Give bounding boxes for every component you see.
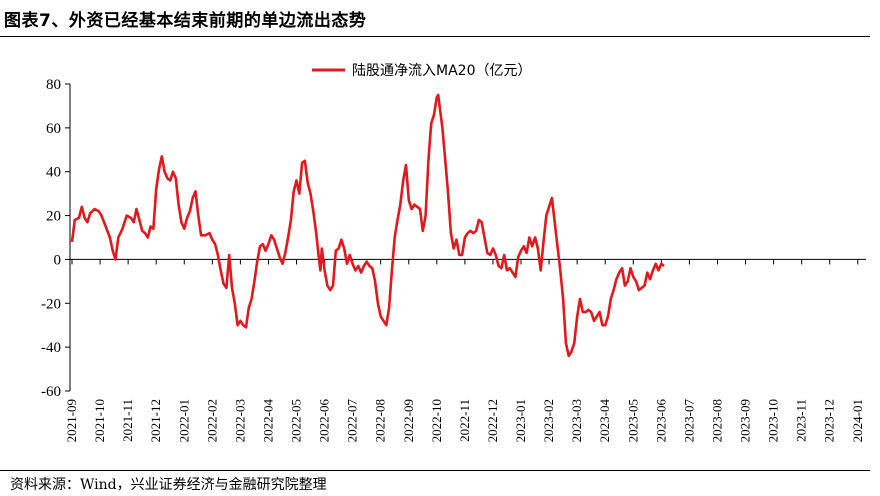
x-tick-label: 2022-12 (485, 399, 500, 442)
bottom-rule (0, 470, 870, 471)
x-tick-label: 2023-11 (794, 399, 809, 442)
x-tick-label: 2023-09 (738, 399, 753, 442)
y-tick-label: -40 (41, 340, 61, 356)
x-tick-label: 2021-10 (92, 399, 107, 442)
y-tick-label: 80 (46, 77, 61, 93)
x-tick-label: 2023-06 (653, 399, 668, 443)
legend: 陆股通净流入MA20（亿元） (312, 63, 531, 79)
x-tick-label: 2023-02 (541, 399, 556, 442)
source-note: 资料来源：Wind，兴业证券经济与金融研究院整理 (10, 477, 327, 493)
y-tick-label: -20 (41, 296, 61, 312)
x-tick-label: 2023-12 (822, 399, 837, 442)
x-tick-label: 2023-05 (625, 399, 640, 442)
x-tick-label: 2022-06 (317, 399, 332, 443)
x-tick-label: 2021-12 (148, 399, 163, 442)
y-tick-label: 40 (46, 165, 61, 181)
x-tick-label: 2022-07 (345, 399, 360, 443)
x-tick-label: 2023-03 (569, 399, 584, 442)
x-axis-ticks: 2021-09 2021-10 2021-11 2021-12 2022-01 2022-… (64, 259, 865, 442)
x-tick-label: 2021-09 (64, 399, 79, 442)
y-axis-ticks: 80 60 40 20 0 -20 -40 -60 (41, 77, 70, 400)
x-tick-label: 2022-08 (373, 399, 388, 442)
y-tick-label: 60 (46, 121, 61, 137)
series-line (70, 93, 665, 358)
x-tick-label: 2023-08 (709, 399, 724, 442)
x-tick-label: 2023-01 (513, 399, 528, 442)
line-chart: 陆股通净流入MA20（亿元） 80 60 40 20 0 -20 -40 -60 2021-0… (41, 63, 866, 442)
x-tick-label: 2022-04 (260, 399, 275, 443)
x-tick-label: 2022-11 (457, 399, 472, 442)
axes (69, 84, 866, 391)
y-tick-label: -60 (41, 384, 61, 400)
x-tick-label: 2023-04 (597, 399, 612, 443)
x-tick-label: 2023-10 (766, 399, 781, 442)
x-tick-label: 2024-01 (850, 399, 865, 442)
figure-title: 图表7、外资已经基本结束前期的单边流出态势 (4, 11, 367, 31)
x-tick-label: 2022-02 (204, 399, 219, 442)
x-tick-label: 2023-07 (681, 399, 696, 443)
legend-label: 陆股通净流入MA20（亿元） (352, 63, 531, 79)
x-tick-label: 2022-09 (401, 399, 416, 442)
x-tick-label: 2022-10 (429, 399, 444, 442)
x-tick-label: 2022-03 (232, 399, 247, 442)
y-tick-label: 0 (54, 252, 62, 268)
x-tick-label: 2021-11 (120, 399, 135, 442)
x-tick-label: 2022-05 (289, 399, 304, 442)
y-tick-label: 20 (46, 209, 61, 225)
x-tick-label: 2022-01 (176, 399, 191, 442)
top-rule (0, 36, 870, 37)
